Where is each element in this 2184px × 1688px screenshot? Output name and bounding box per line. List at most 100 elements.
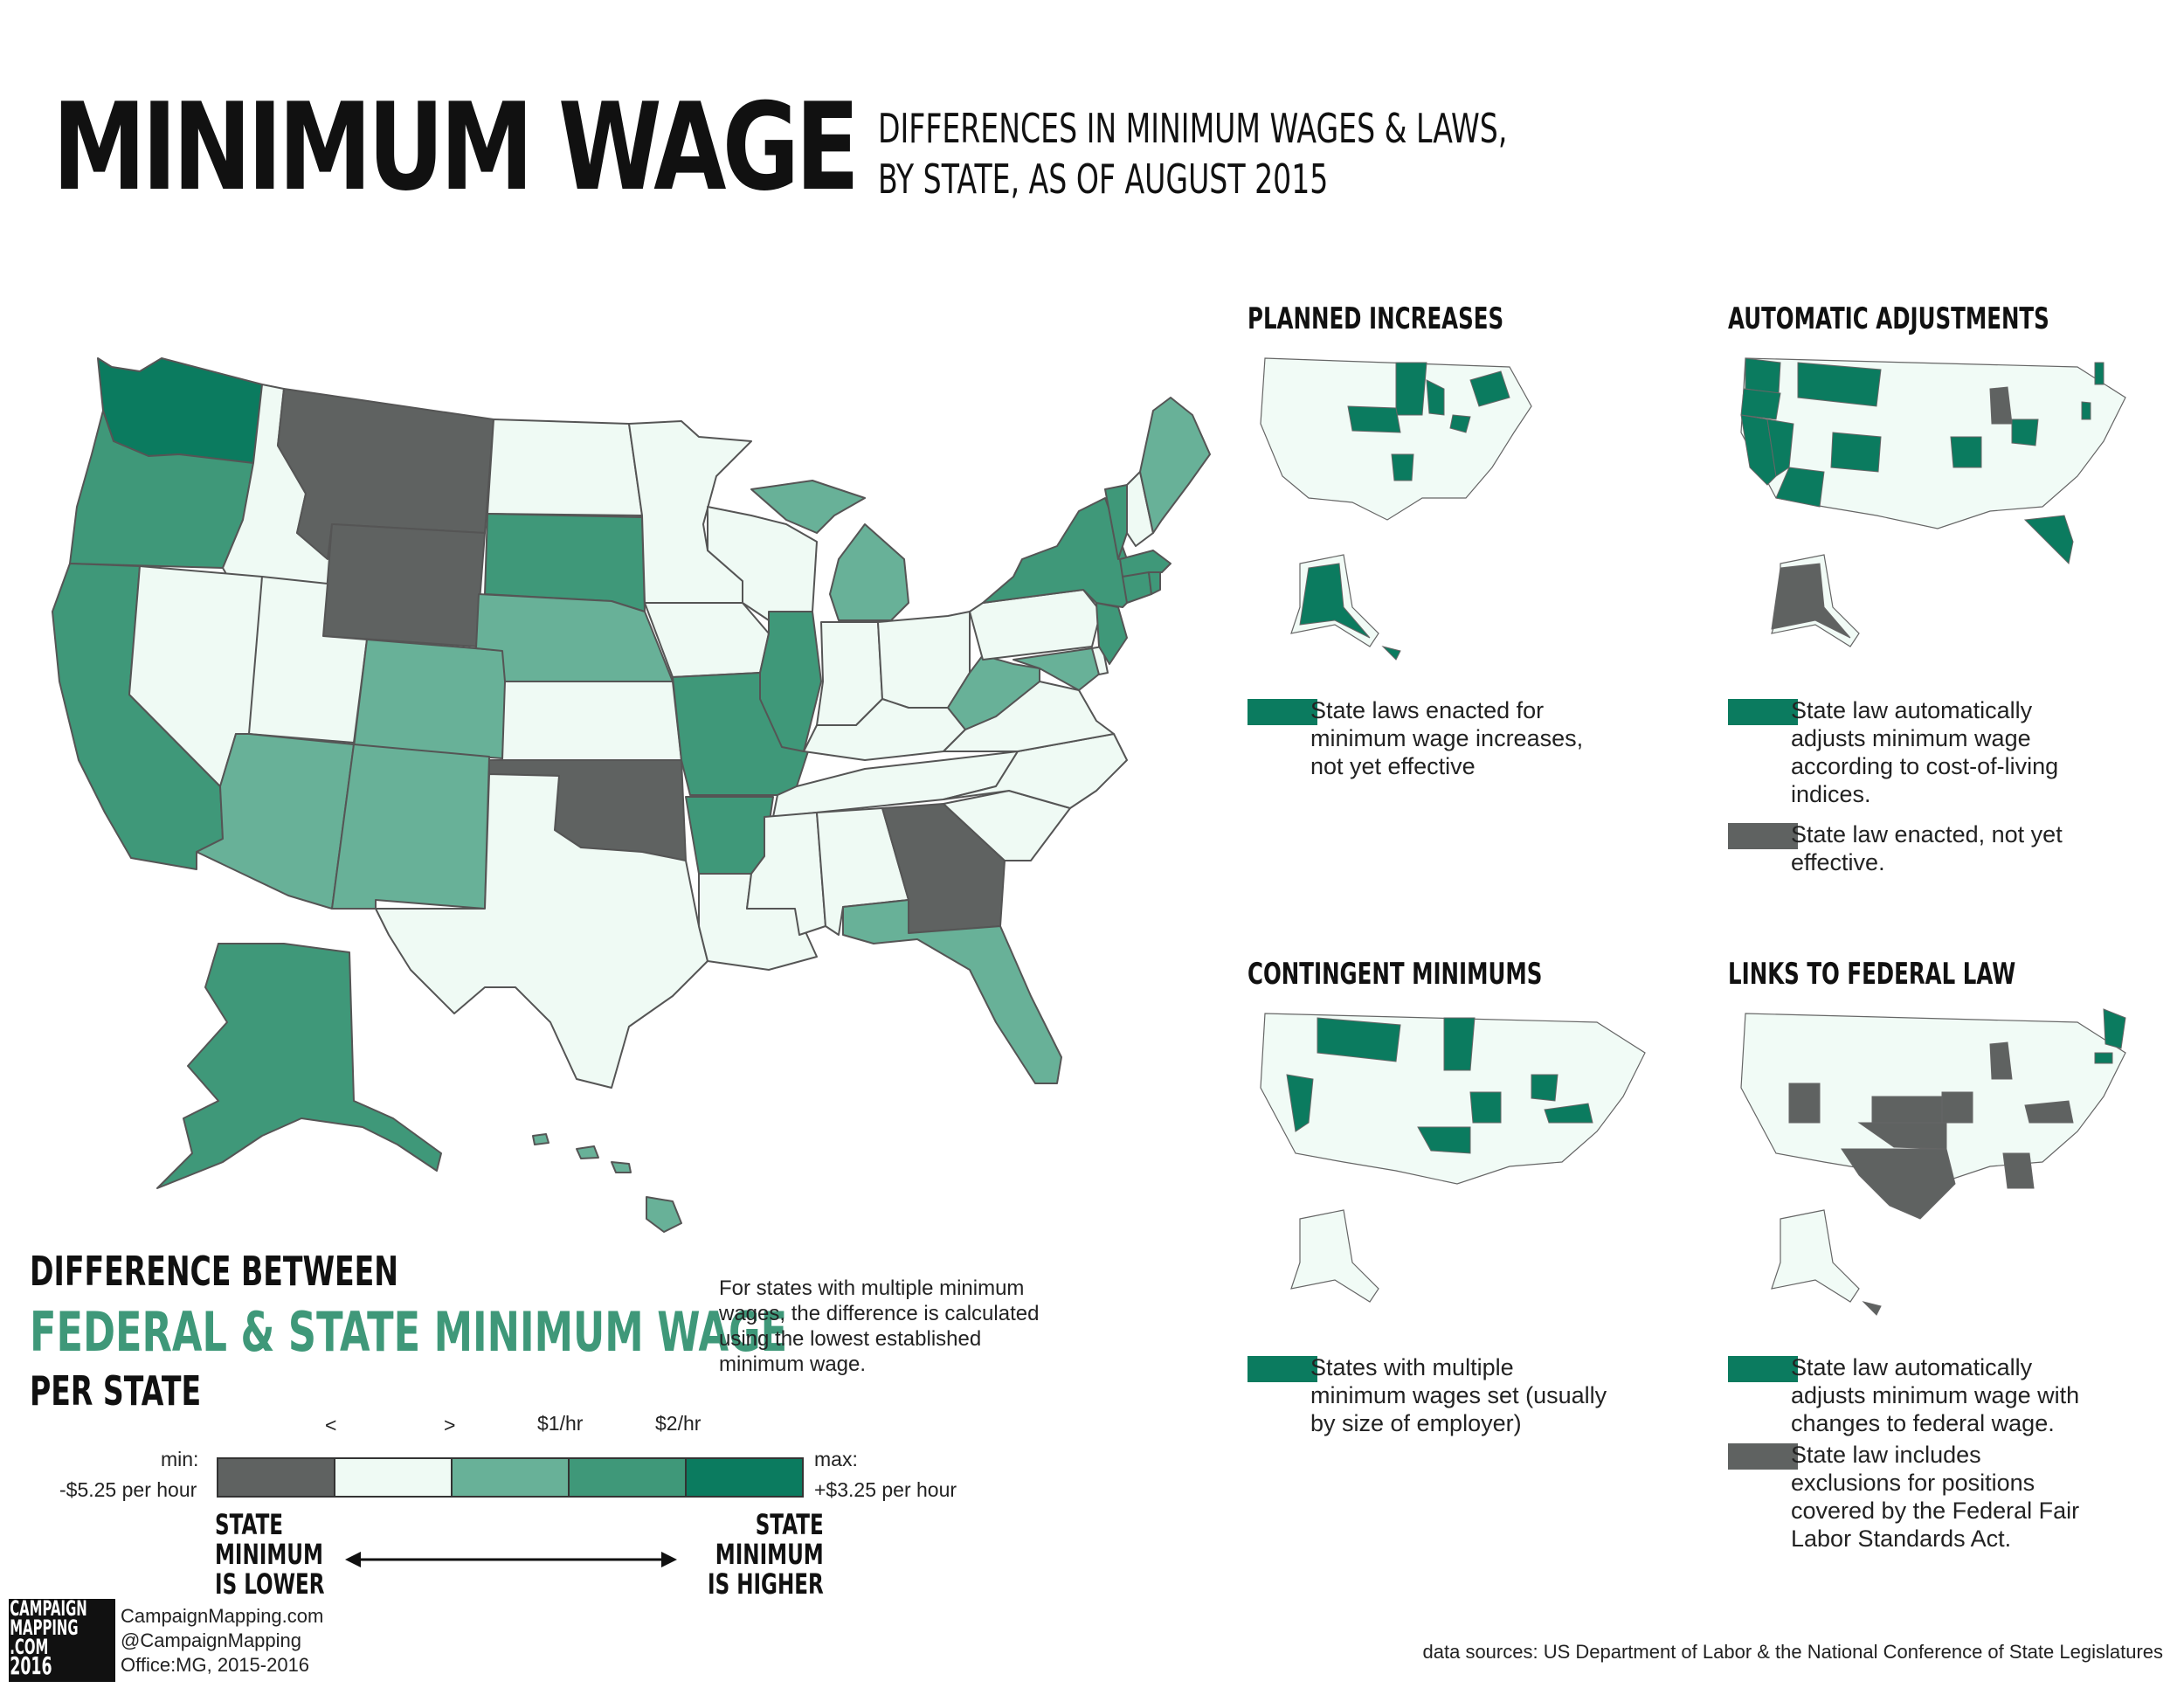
mini-ak-gray bbox=[1771, 563, 1851, 639]
state-north-dakota bbox=[487, 419, 643, 516]
mini-oh-c bbox=[1531, 1074, 1559, 1102]
legend-text-automatic-2: State law enacted, not yet effective. bbox=[1791, 821, 2063, 875]
legend-text-contingent: States with multiple minimum wages set (… bbox=[1310, 1354, 1607, 1436]
caption-higher: STATE MINIMUM IS HIGHER bbox=[708, 1508, 824, 1601]
mini-ne bbox=[1347, 405, 1401, 433]
mini-map-federal bbox=[1740, 1008, 2126, 1316]
page-subtitle: DIFFERENCES IN MINIMUM WAGES & LAWS, BY … bbox=[878, 103, 1507, 204]
scale-lower bbox=[218, 1459, 335, 1496]
mini-co bbox=[1830, 432, 1882, 473]
caption-lower: STATE MINIMUM IS LOWER bbox=[215, 1508, 325, 1601]
mini-hi bbox=[1381, 646, 1401, 661]
legend-heading-2: FEDERAL & STATE MINIMUM WAGE bbox=[30, 1300, 788, 1364]
footer-handle-link[interactable]: @CampaignMapping bbox=[121, 1629, 302, 1651]
legend-text-planned: State laws enacted for minimum wage incr… bbox=[1310, 697, 1584, 779]
state-new-hampshire bbox=[1126, 471, 1154, 547]
subtitle-line-1: DIFFERENCES IN MINIMUM WAGES & LAWS, bbox=[878, 105, 1508, 152]
legend-text-federal-2: State law includes exclusions for positi… bbox=[1791, 1442, 2080, 1552]
mini-mo bbox=[1950, 436, 1982, 468]
legend-heading-3: PER STATE bbox=[30, 1367, 202, 1415]
state-michigan bbox=[750, 480, 909, 621]
mini-map-planned bbox=[1248, 345, 1549, 673]
state-new-mexico bbox=[331, 744, 490, 910]
mini-mo-c bbox=[1469, 1091, 1502, 1124]
mini-oh bbox=[2011, 419, 2039, 446]
scale-plus-1to2 bbox=[570, 1459, 687, 1496]
state-minnesota bbox=[628, 420, 752, 604]
state-alaska bbox=[156, 943, 442, 1189]
mini-ok-c bbox=[1417, 1126, 1471, 1154]
state-illinois bbox=[759, 611, 822, 752]
legend-heading-1: DIFFERENCE BETWEEN bbox=[30, 1248, 398, 1295]
mini-vt bbox=[2094, 362, 2105, 385]
footer-credits: CampaignMapping.com @CampaignMapping Off… bbox=[121, 1604, 323, 1678]
footer-office: Office:MG, 2015-2016 bbox=[121, 1654, 310, 1676]
panel-title-automatic: AUTOMATIC ADJUSTMENTS bbox=[1728, 301, 2049, 336]
state-wyoming bbox=[322, 523, 486, 647]
legend-swatch-planned bbox=[1248, 699, 1317, 725]
mini-ca bbox=[1740, 414, 1777, 486]
state-texas bbox=[375, 773, 708, 1089]
mini-map-contingent bbox=[1260, 1013, 1646, 1303]
scale-plus-lt1 bbox=[453, 1459, 570, 1496]
tick-label-2: $2/hr bbox=[655, 1412, 702, 1435]
page-title: MINIMUM WAGE bbox=[52, 77, 860, 218]
campaign-mapping-logo: CAMPAIGN MAPPING .COM 2016 bbox=[9, 1599, 115, 1682]
tick-label-1: $1/hr bbox=[537, 1412, 584, 1435]
state-kansas bbox=[501, 681, 682, 761]
mini-ar bbox=[1391, 453, 1414, 481]
legend-text-automatic-1: State law automatically adjusts minimum … bbox=[1791, 697, 2059, 807]
mini-mo-f bbox=[1941, 1091, 1973, 1124]
mini-fl bbox=[2023, 515, 2074, 565]
mini-ks-f bbox=[1871, 1096, 1943, 1124]
tick-label-less: < bbox=[325, 1414, 337, 1436]
footer-site-link[interactable]: CampaignMapping.com bbox=[121, 1605, 324, 1627]
max-value: +$3.25 per hour bbox=[814, 1478, 957, 1501]
state-massachusetts bbox=[1119, 550, 1171, 578]
tick-label-greater: > bbox=[444, 1414, 456, 1436]
legend-swatch-federal-2 bbox=[1728, 1443, 1798, 1470]
legend-swatch-automatic-2 bbox=[1728, 823, 1798, 849]
scale-equal bbox=[335, 1459, 453, 1496]
state-kentucky bbox=[803, 698, 966, 761]
mini-mt bbox=[1797, 362, 1882, 407]
state-north-carolina bbox=[943, 733, 1128, 809]
mini-va-c bbox=[1544, 1103, 1593, 1124]
state-maryland bbox=[1013, 647, 1102, 691]
mini-mt-c bbox=[1317, 1017, 1401, 1062]
legend-swatch-automatic-1 bbox=[1728, 699, 1798, 725]
mini-mi-f bbox=[1989, 1041, 2013, 1080]
mini-nv-c bbox=[1286, 1074, 1314, 1132]
legend-note: For states with multiple minimum wages, … bbox=[719, 1276, 1040, 1376]
max-label: max: bbox=[814, 1448, 858, 1470]
mini-ny bbox=[1469, 370, 1510, 407]
mini-mi-gray bbox=[1989, 386, 2013, 425]
min-value: -$5.25 per hour bbox=[59, 1478, 197, 1501]
mini-mn-c bbox=[1443, 1017, 1476, 1071]
mini-me-f bbox=[2103, 1008, 2126, 1049]
mini-mi bbox=[1426, 379, 1445, 416]
mini-az bbox=[1775, 467, 1825, 508]
min-label: min: bbox=[161, 1448, 199, 1470]
mini-wa bbox=[1745, 357, 1781, 394]
mini-ut-f bbox=[1788, 1083, 1821, 1124]
legend-swatch-federal-1 bbox=[1728, 1356, 1798, 1382]
panel-title-planned: PLANNED INCREASES bbox=[1248, 301, 1504, 336]
mini-tx-f bbox=[1841, 1148, 1956, 1220]
mini-ma-f bbox=[2094, 1052, 2113, 1064]
mini-wv bbox=[1449, 414, 1471, 433]
state-colorado bbox=[353, 639, 508, 759]
state-maine bbox=[1139, 397, 1211, 534]
mini-map-automatic bbox=[1740, 357, 2126, 647]
legend-swatch-contingent bbox=[1248, 1356, 1317, 1382]
mini-nj bbox=[2081, 401, 2091, 420]
panel-title-federal: LINKS TO FEDERAL LAW bbox=[1728, 957, 2016, 992]
legend-text-federal-1: State law automatically adjusts minimum … bbox=[1791, 1354, 2080, 1436]
mini-ak bbox=[1299, 563, 1371, 639]
color-scale-bar bbox=[217, 1457, 804, 1498]
state-rhode-island bbox=[1148, 571, 1161, 595]
state-florida bbox=[842, 899, 1062, 1084]
mini-hi-f bbox=[1862, 1301, 1882, 1316]
mini-va-f bbox=[2024, 1100, 2074, 1124]
